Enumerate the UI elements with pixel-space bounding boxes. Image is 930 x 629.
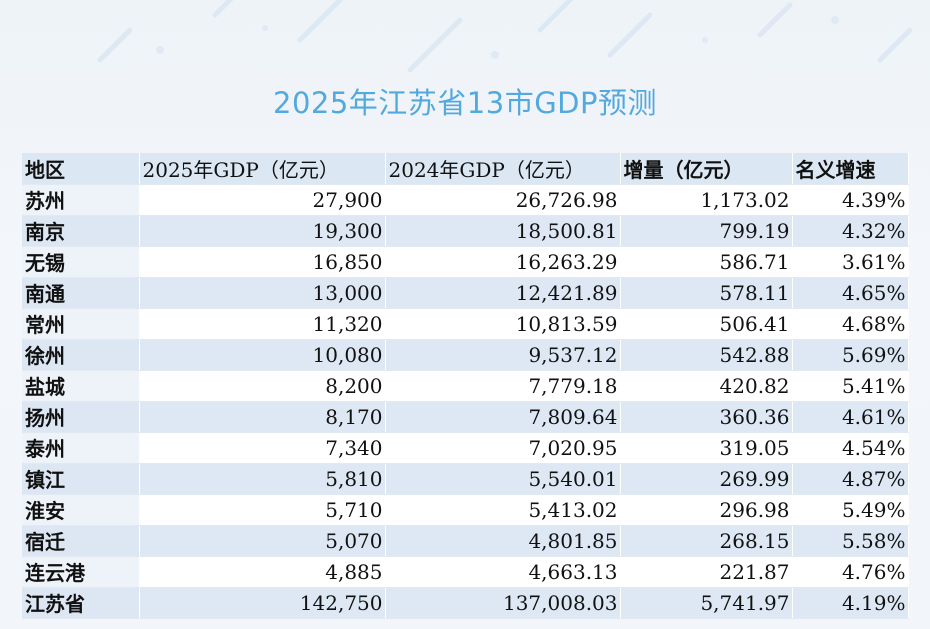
cell-region: 盐城 xyxy=(22,370,140,402)
cell-gdp-2025: 11,320 xyxy=(139,308,386,340)
cell-region: 宿迁 xyxy=(22,525,140,557)
table-row: 盐城 8,200 7,779.18 420.82 5.41% xyxy=(22,370,909,402)
cell-growth-rate: 5.58% xyxy=(792,525,909,557)
table-row: 宿迁 5,070 4,801.85 268.15 5.58% xyxy=(22,525,909,557)
cell-growth-rate: 5.49% xyxy=(792,494,909,526)
cell-gdp-2024: 137,008.03 xyxy=(385,587,621,619)
cell-gdp-2025: 19,300 xyxy=(139,215,386,247)
cell-increment: 5,741.97 xyxy=(620,587,793,619)
table-row: 南通 13,000 12,421.89 578.11 4.65% xyxy=(22,277,909,309)
cell-region: 镇江 xyxy=(22,463,140,495)
column-header-increment: 增量（亿元） xyxy=(620,153,793,185)
cell-growth-rate: 4.39% xyxy=(792,184,909,216)
cell-increment: 221.87 xyxy=(620,556,793,588)
cell-gdp-2025: 13,000 xyxy=(139,277,386,309)
cell-region: 淮安 xyxy=(22,494,140,526)
cell-gdp-2025: 7,340 xyxy=(139,432,386,464)
background-decoration xyxy=(97,0,913,73)
column-header-region: 地区 xyxy=(22,153,140,185)
table-row: 常州 11,320 10,813.59 506.41 4.68% xyxy=(22,308,909,340)
cell-gdp-2025: 8,200 xyxy=(139,370,386,402)
cell-region: 常州 xyxy=(22,308,140,340)
column-header-gdp-2025: 2025年GDP（亿元） xyxy=(139,153,386,185)
cell-increment: 799.19 xyxy=(620,215,793,247)
table-row: 淮安 5,710 5,413.02 296.98 5.49% xyxy=(22,494,909,526)
cell-gdp-2024: 4,801.85 xyxy=(385,525,621,557)
cell-growth-rate: 4.54% xyxy=(792,432,909,464)
cell-gdp-2024: 18,500.81 xyxy=(385,215,621,247)
cell-gdp-2025: 142,750 xyxy=(139,587,386,619)
cell-region: 无锡 xyxy=(22,246,140,278)
cell-growth-rate: 5.41% xyxy=(792,370,909,402)
cell-gdp-2025: 4,885 xyxy=(139,556,386,588)
table-row: 镇江 5,810 5,540.01 269.99 4.87% xyxy=(22,463,909,495)
cell-gdp-2024: 5,413.02 xyxy=(385,494,621,526)
cell-region: 徐州 xyxy=(22,339,140,371)
cell-region: 南通 xyxy=(22,277,140,309)
cell-gdp-2024: 5,540.01 xyxy=(385,463,621,495)
cell-gdp-2025: 27,900 xyxy=(139,184,386,216)
cell-region: 南京 xyxy=(22,215,140,247)
cell-increment: 420.82 xyxy=(620,370,793,402)
table-row: 徐州 10,080 9,537.12 542.88 5.69% xyxy=(22,339,909,371)
cell-increment: 269.99 xyxy=(620,463,793,495)
cell-increment: 268.15 xyxy=(620,525,793,557)
cell-increment: 319.05 xyxy=(620,432,793,464)
page-title: 2025年江苏省13市GDP预测 xyxy=(273,86,657,120)
table-row: 扬州 8,170 7,809.64 360.36 4.61% xyxy=(22,401,909,433)
table-row: 泰州 7,340 7,020.95 319.05 4.54% xyxy=(22,432,909,464)
cell-increment: 542.88 xyxy=(620,339,793,371)
cell-increment: 578.11 xyxy=(620,277,793,309)
cell-gdp-2024: 26,726.98 xyxy=(385,184,621,216)
cell-region: 泰州 xyxy=(22,432,140,464)
cell-region: 江苏省 xyxy=(22,587,140,619)
cell-gdp-2025: 5,810 xyxy=(139,463,386,495)
cell-gdp-2024: 10,813.59 xyxy=(385,308,621,340)
cell-region: 扬州 xyxy=(22,401,140,433)
gdp-table: 地区 2025年GDP（亿元） 2024年GDP（亿元） 增量（亿元） 名义增速… xyxy=(22,153,909,619)
column-header-gdp-2024: 2024年GDP（亿元） xyxy=(385,153,621,185)
cell-gdp-2024: 16,263.29 xyxy=(385,246,621,278)
cell-region: 连云港 xyxy=(22,556,140,588)
cell-growth-rate: 3.61% xyxy=(792,246,909,278)
table-row: 连云港 4,885 4,663.13 221.87 4.76% xyxy=(22,556,909,588)
cell-gdp-2025: 5,070 xyxy=(139,525,386,557)
table-row: 江苏省 142,750 137,008.03 5,741.97 4.19% xyxy=(22,587,909,619)
cell-gdp-2024: 7,020.95 xyxy=(385,432,621,464)
table-row: 苏州 27,900 26,726.98 1,173.02 4.39% xyxy=(22,184,909,216)
table-header-row: 地区 2025年GDP（亿元） 2024年GDP（亿元） 增量（亿元） 名义增速 xyxy=(22,153,909,185)
cell-growth-rate: 4.19% xyxy=(792,587,909,619)
cell-increment: 296.98 xyxy=(620,494,793,526)
cell-growth-rate: 4.61% xyxy=(792,401,909,433)
cell-growth-rate: 4.68% xyxy=(792,308,909,340)
table-row: 南京 19,300 18,500.81 799.19 4.32% xyxy=(22,215,909,247)
cell-growth-rate: 4.32% xyxy=(792,215,909,247)
cell-gdp-2024: 7,779.18 xyxy=(385,370,621,402)
cell-growth-rate: 4.87% xyxy=(792,463,909,495)
cell-gdp-2025: 16,850 xyxy=(139,246,386,278)
cell-increment: 506.41 xyxy=(620,308,793,340)
cell-growth-rate: 4.65% xyxy=(792,277,909,309)
cell-growth-rate: 4.76% xyxy=(792,556,909,588)
cell-gdp-2025: 8,170 xyxy=(139,401,386,433)
cell-gdp-2024: 7,809.64 xyxy=(385,401,621,433)
table-row: 无锡 16,850 16,263.29 586.71 3.61% xyxy=(22,246,909,278)
cell-increment: 1,173.02 xyxy=(620,184,793,216)
cell-increment: 586.71 xyxy=(620,246,793,278)
cell-gdp-2025: 10,080 xyxy=(139,339,386,371)
cell-gdp-2024: 12,421.89 xyxy=(385,277,621,309)
column-header-growth-rate: 名义增速 xyxy=(792,153,909,185)
cell-gdp-2024: 4,663.13 xyxy=(385,556,621,588)
cell-gdp-2025: 5,710 xyxy=(139,494,386,526)
cell-region: 苏州 xyxy=(22,184,140,216)
cell-increment: 360.36 xyxy=(620,401,793,433)
cell-growth-rate: 5.69% xyxy=(792,339,909,371)
cell-gdp-2024: 9,537.12 xyxy=(385,339,621,371)
